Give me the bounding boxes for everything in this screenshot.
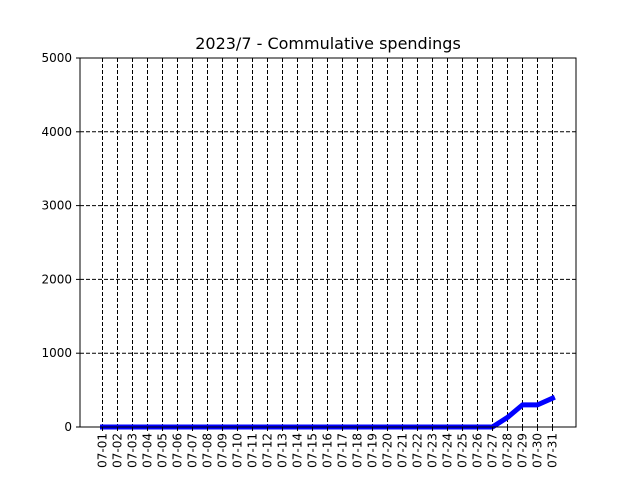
x-tick-label: 07-03 (126, 433, 140, 468)
x-tick-label: 07-28 (501, 433, 515, 468)
x-tick-label: 07-31 (546, 433, 560, 468)
x-tick-label: 07-20 (381, 433, 395, 468)
x-tick-label: 07-17 (336, 433, 350, 468)
x-tick-label: 07-05 (156, 433, 170, 468)
x-tick-label: 07-11 (246, 433, 260, 468)
x-tick-label: 07-08 (201, 433, 215, 468)
x-tick-label: 07-04 (141, 433, 155, 468)
y-tick-label: 1000 (41, 346, 72, 360)
x-tick-label: 07-30 (531, 433, 545, 468)
y-tick-label: 3000 (41, 199, 72, 213)
x-tick-label: 07-13 (276, 433, 290, 468)
x-tick-label: 07-06 (171, 433, 185, 468)
x-tick-label: 07-25 (456, 433, 470, 468)
x-tick-label: 07-26 (471, 433, 485, 468)
grid-lines (80, 57, 576, 428)
x-tick-label: 07-19 (366, 433, 380, 468)
x-tick-label: 07-21 (396, 433, 410, 468)
chart-title: 2023/7 - Commulative spendings (195, 34, 461, 53)
x-tick-label: 07-09 (216, 433, 230, 468)
x-tick-label: 07-23 (426, 433, 440, 468)
x-tick-label: 07-12 (261, 433, 275, 468)
x-tick-label: 07-02 (111, 433, 125, 468)
y-axis: 0 1000 2000 3000 4000 5000 (41, 51, 80, 434)
x-tick-label: 07-15 (306, 433, 320, 468)
x-tick-label: 07-29 (516, 433, 530, 468)
x-axis: 07-01 07-02 07-03 07-04 07-05 07-06 07-07 07-08… (96, 427, 560, 468)
y-tick-label: 2000 (41, 272, 72, 286)
y-tick-label: 0 (64, 420, 72, 434)
x-tick-label: 07-07 (186, 433, 200, 468)
x-tick-label: 07-24 (441, 433, 455, 468)
x-tick-label: 07-01 (96, 433, 110, 468)
x-tick-label: 07-14 (291, 433, 305, 468)
y-tick-label: 4000 (41, 125, 72, 139)
x-tick-label: 07-18 (351, 433, 365, 468)
x-tick-label: 07-16 (321, 433, 335, 468)
x-tick-label: 07-22 (411, 433, 425, 468)
y-tick-label: 5000 (41, 51, 72, 65)
x-tick-label: 07-10 (231, 433, 245, 468)
x-tick-label: 07-27 (486, 433, 500, 468)
